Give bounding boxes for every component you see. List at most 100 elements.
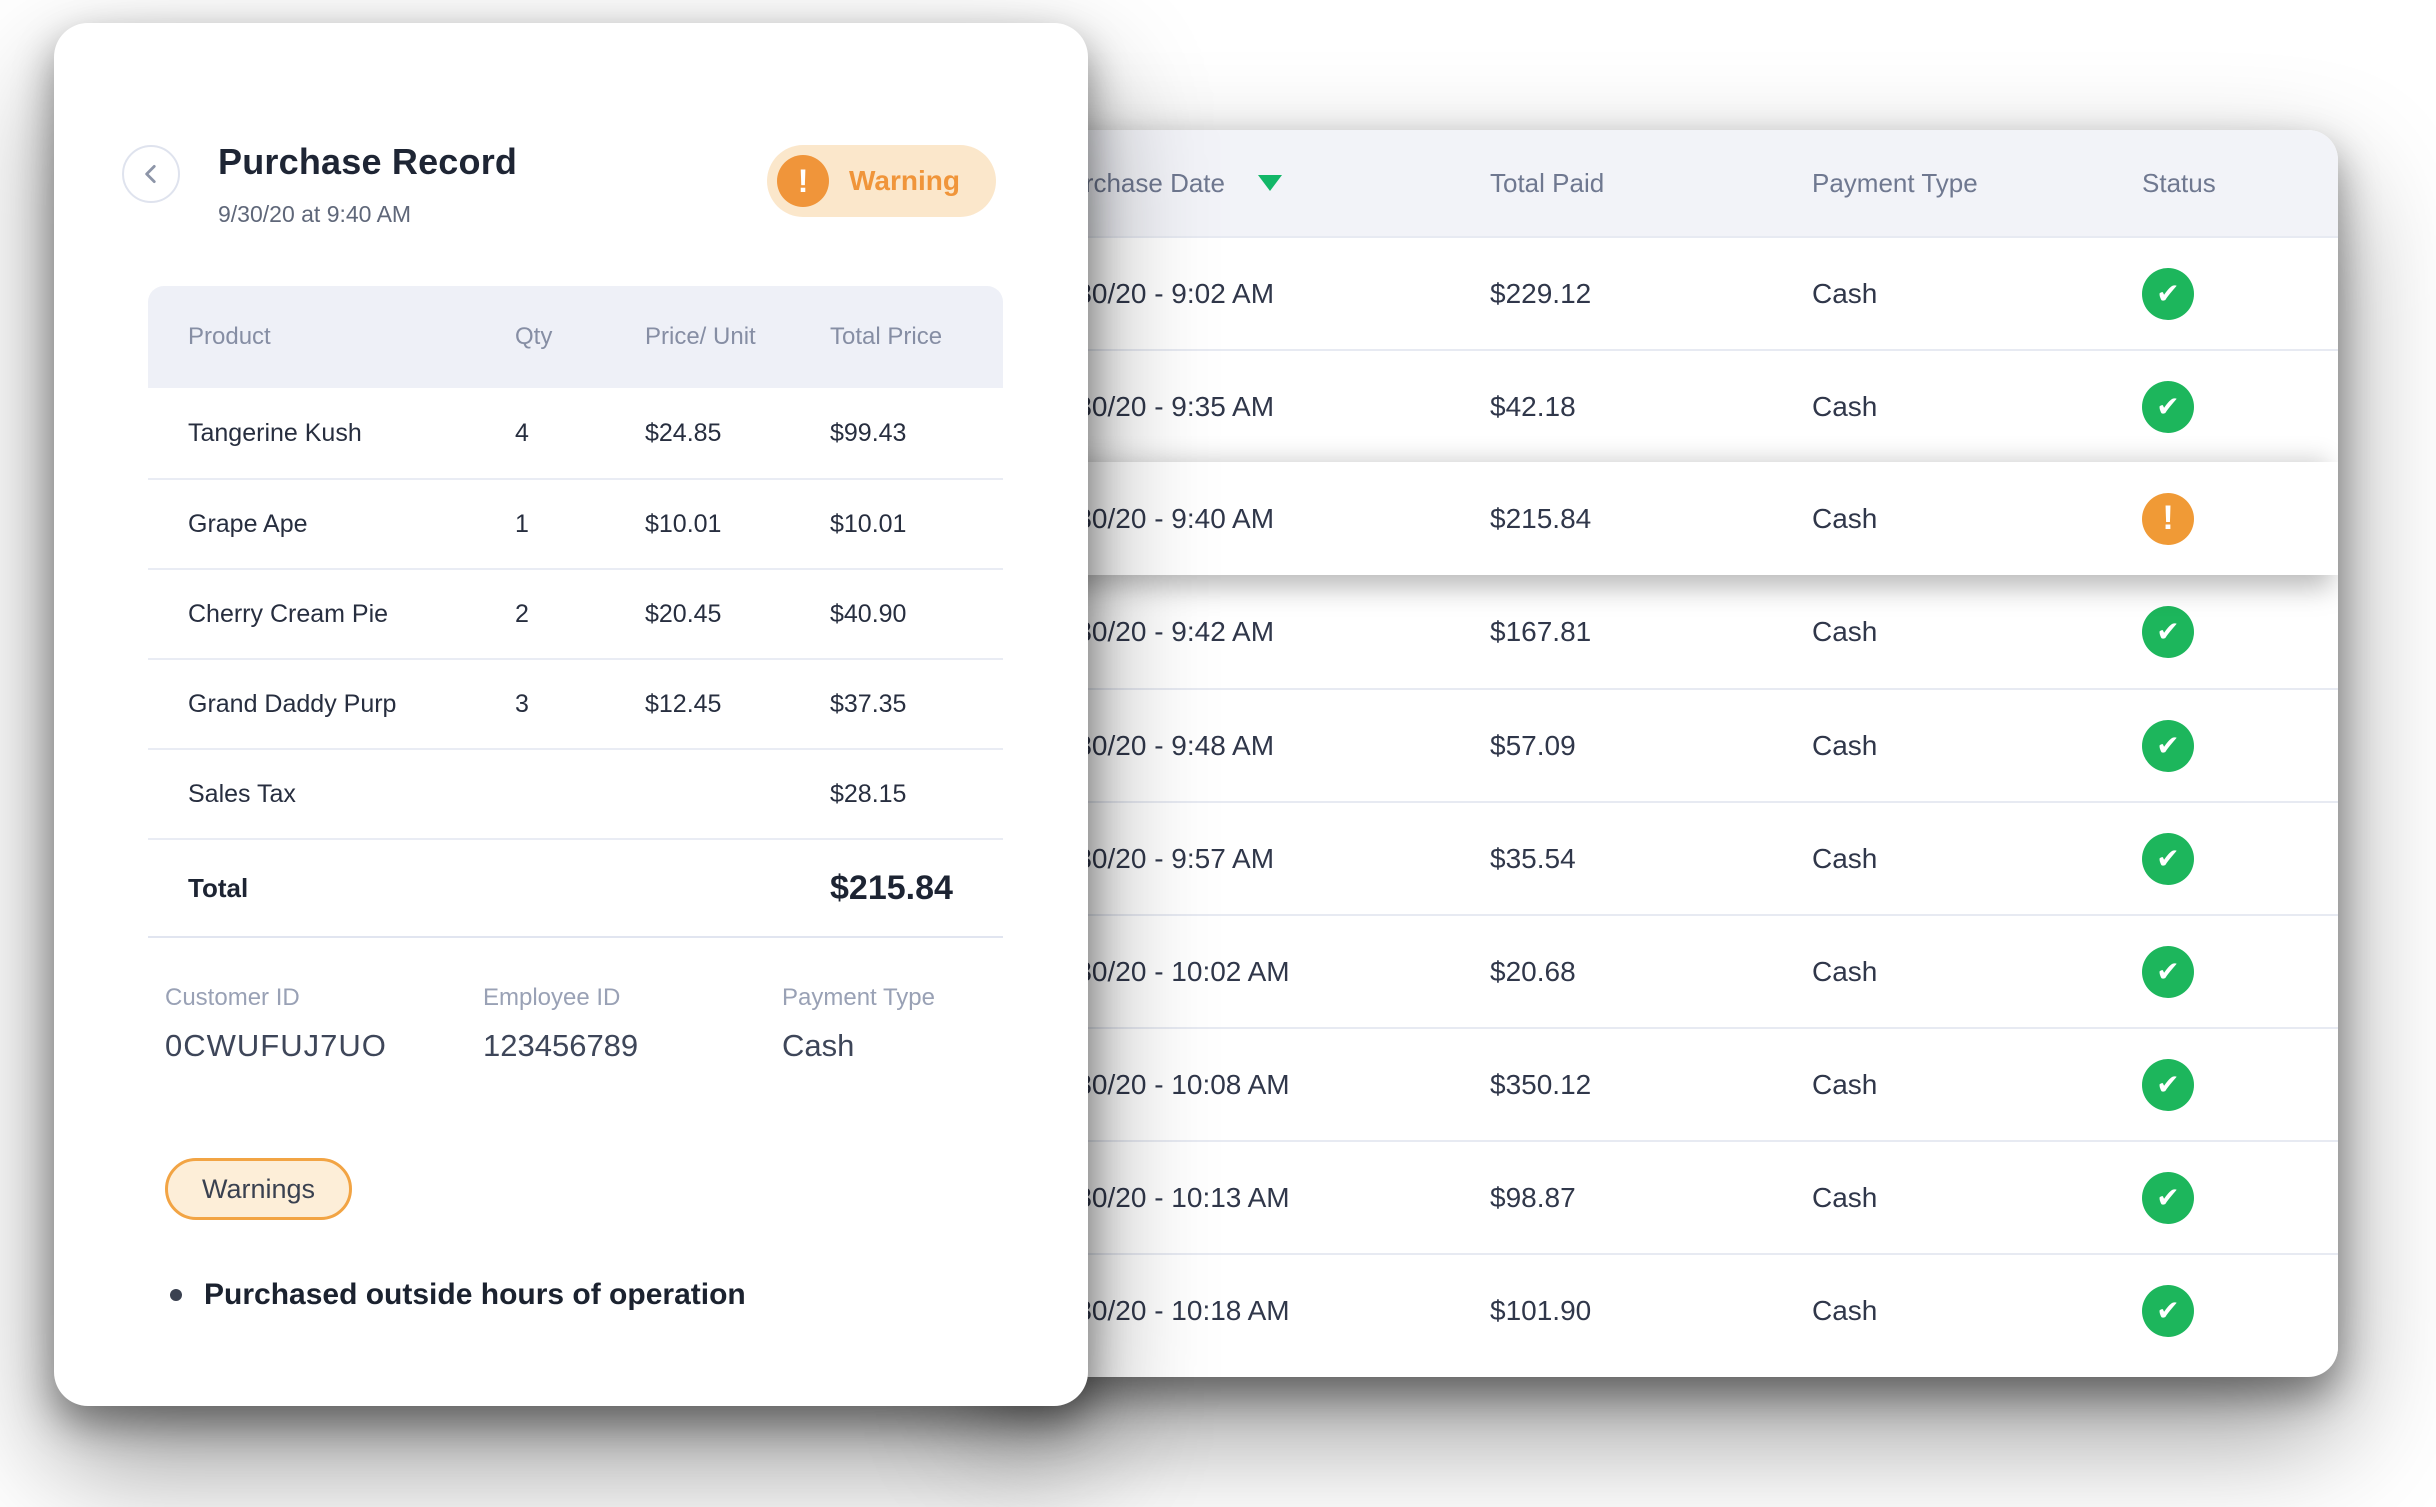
transaction-row-selected[interactable]: 9/30/20 - 9:40 AM $215.84 Cash: [985, 462, 2338, 575]
transaction-total-paid: $20.68: [1490, 955, 1576, 987]
item-product: Grand Daddy Purp: [188, 689, 397, 718]
total-row: Total $215.84: [148, 838, 1003, 938]
transaction-payment-type: Cash: [1812, 277, 1878, 309]
item-row: Tangerine Kush 4 $24.85 $99.43: [148, 388, 1003, 478]
customer-id-label: Customer ID: [165, 984, 300, 1011]
transaction-date: 9/30/20 - 10:08 AM: [1053, 1068, 1290, 1100]
purchase-datetime: 9/30/20 at 9:40 AM: [218, 201, 412, 227]
transaction-payment-type: Cash: [1812, 1181, 1878, 1213]
transaction-total-paid: $229.12: [1490, 277, 1592, 309]
item-total: $99.43: [830, 418, 907, 447]
item-qty: 4: [515, 418, 529, 447]
transaction-total-paid: $350.12: [1490, 1068, 1592, 1100]
verified-check-icon: [2142, 832, 2194, 885]
transaction-total-paid: $42.18: [1490, 390, 1576, 422]
transaction-row[interactable]: 9/30/20 - 9:02 AM $229.12 Cash: [985, 236, 2338, 349]
transaction-row[interactable]: 9/30/20 - 9:57 AM $35.54 Cash: [985, 801, 2338, 914]
sales-tax-label: Sales Tax: [188, 779, 296, 808]
column-header-qty: Qty: [515, 323, 553, 350]
transaction-payment-type: Cash: [1812, 390, 1878, 422]
item-total: $37.35: [830, 689, 907, 718]
transaction-date: 9/30/20 - 9:35 AM: [1053, 390, 1275, 422]
transaction-date: 9/30/20 - 10:18 AM: [1053, 1294, 1290, 1326]
column-header-product: Product: [188, 323, 271, 350]
transaction-payment-type: Cash: [1812, 615, 1878, 647]
item-qty: 2: [515, 599, 529, 628]
warning-list-item: Purchased outside hours of operation: [170, 1278, 1088, 1312]
item-row: Grand Daddy Purp 3 $12.45 $37.35: [148, 658, 1003, 748]
item-row: Grape Ape 1 $10.01 $10.01: [148, 478, 1003, 568]
item-price: $10.01: [645, 509, 722, 538]
warnings-button[interactable]: Warnings: [165, 1158, 353, 1220]
purchase-details: Customer ID 0CWUFUJ7UO Employee ID 12345…: [165, 984, 1003, 1064]
verified-check-icon: [2142, 605, 2194, 658]
transaction-row[interactable]: 9/30/20 - 9:48 AM $57.09 Cash: [985, 688, 2338, 801]
item-product: Cherry Cream Pie: [188, 599, 389, 628]
transaction-row[interactable]: 9/30/20 - 10:02 AM $20.68 Cash: [985, 914, 2338, 1027]
verified-check-icon: [2142, 1058, 2194, 1111]
transaction-payment-type: Cash: [1812, 955, 1878, 987]
sales-tax-row: Sales Tax $28.15: [148, 748, 1003, 838]
transaction-date: 9/30/20 - 9:42 AM: [1053, 615, 1275, 647]
verified-check-icon: [2142, 267, 2194, 320]
item-total: $10.01: [830, 509, 907, 538]
warning-exclamation-icon: [2142, 492, 2194, 545]
transaction-date: 9/30/20 - 10:02 AM: [1053, 955, 1290, 987]
transaction-total-paid: $98.87: [1490, 1181, 1576, 1213]
column-header-total-paid: Total Paid: [1490, 167, 1605, 198]
transaction-total-paid: $167.81: [1490, 615, 1592, 647]
transaction-payment-type: Cash: [1812, 502, 1878, 534]
item-price: $24.85: [645, 418, 722, 447]
item-product: Grape Ape: [188, 509, 308, 538]
item-total: $40.90: [830, 599, 907, 628]
transaction-date: 9/30/20 - 9:02 AM: [1053, 277, 1275, 309]
transaction-row[interactable]: 9/30/20 - 10:08 AM $350.12 Cash: [985, 1027, 2338, 1140]
transaction-row[interactable]: 9/30/20 - 10:18 AM $101.90 Cash: [985, 1253, 2338, 1366]
transaction-date: 9/30/20 - 9:48 AM: [1053, 729, 1275, 761]
column-header-price-unit: Price/ Unit: [645, 323, 756, 350]
items-table-header: Product Qty Price/ Unit Total Price: [148, 286, 1003, 388]
purchased-items-table: Product Qty Price/ Unit Total Price Tang…: [148, 286, 1003, 938]
warning-badge-label: Warning: [849, 165, 960, 196]
sales-tax-amount: $28.15: [830, 779, 907, 808]
transaction-payment-type: Cash: [1812, 729, 1878, 761]
warning-item-text: Purchased outside hours of operation: [204, 1278, 746, 1311]
transaction-total-paid: $101.90: [1490, 1294, 1592, 1326]
chevron-left-icon: [145, 165, 156, 183]
transaction-payment-type: Cash: [1812, 842, 1878, 874]
purchase-record-card: Purchase Record 9/30/20 at 9:40 AM Warni…: [54, 23, 1088, 1406]
sort-descending-icon[interactable]: [1257, 175, 1282, 191]
item-qty: 3: [515, 689, 529, 718]
employee-id-label: Employee ID: [483, 984, 621, 1011]
page-title: Purchase Record: [218, 141, 518, 182]
column-header-purchase-date[interactable]: Purchase Date: [1053, 168, 1490, 199]
transaction-row[interactable]: 9/30/20 - 9:35 AM $42.18 Cash: [985, 349, 2338, 462]
transaction-payment-type: Cash: [1812, 1068, 1878, 1100]
warning-exclamation-icon: [777, 155, 830, 207]
item-row: Cherry Cream Pie 2 $20.45 $40.90: [148, 568, 1003, 658]
employee-id-value: 123456789: [483, 1028, 639, 1063]
payment-type-label: Payment Type: [782, 984, 935, 1011]
payment-type-value: Cash: [782, 1028, 855, 1063]
column-header-payment-type: Payment Type: [1812, 167, 1978, 198]
customer-id-value: 0CWUFUJ7UO: [165, 1028, 387, 1063]
verified-check-icon: [2142, 719, 2194, 772]
item-qty: 1: [515, 509, 529, 538]
verified-check-icon: [2142, 945, 2194, 998]
column-header-status: Status: [2142, 167, 2216, 198]
item-price: $12.45: [645, 689, 722, 718]
transaction-payment-type: Cash: [1812, 1294, 1878, 1326]
total-amount: $215.84: [830, 868, 953, 907]
verified-check-icon: [2142, 380, 2194, 433]
transaction-date: 9/30/20 - 10:13 AM: [1053, 1181, 1290, 1213]
transaction-row[interactable]: 9/30/20 - 10:13 AM $98.87 Cash: [985, 1140, 2338, 1253]
back-button[interactable]: [122, 145, 180, 203]
transactions-table-card: Purchase Date Total Paid Payment Type St…: [985, 130, 2338, 1377]
purchase-record-header: Purchase Record 9/30/20 at 9:40 AM Warni…: [54, 23, 1088, 228]
transaction-row[interactable]: 9/30/20 - 9:42 AM $167.81 Cash: [985, 575, 2338, 688]
transaction-total-paid: $35.54: [1490, 842, 1576, 874]
transactions-table-header: Purchase Date Total Paid Payment Type St…: [985, 130, 2338, 236]
column-header-total-price: Total Price: [830, 323, 943, 350]
total-label: Total: [188, 872, 249, 903]
transaction-total-paid: $57.09: [1490, 729, 1576, 761]
